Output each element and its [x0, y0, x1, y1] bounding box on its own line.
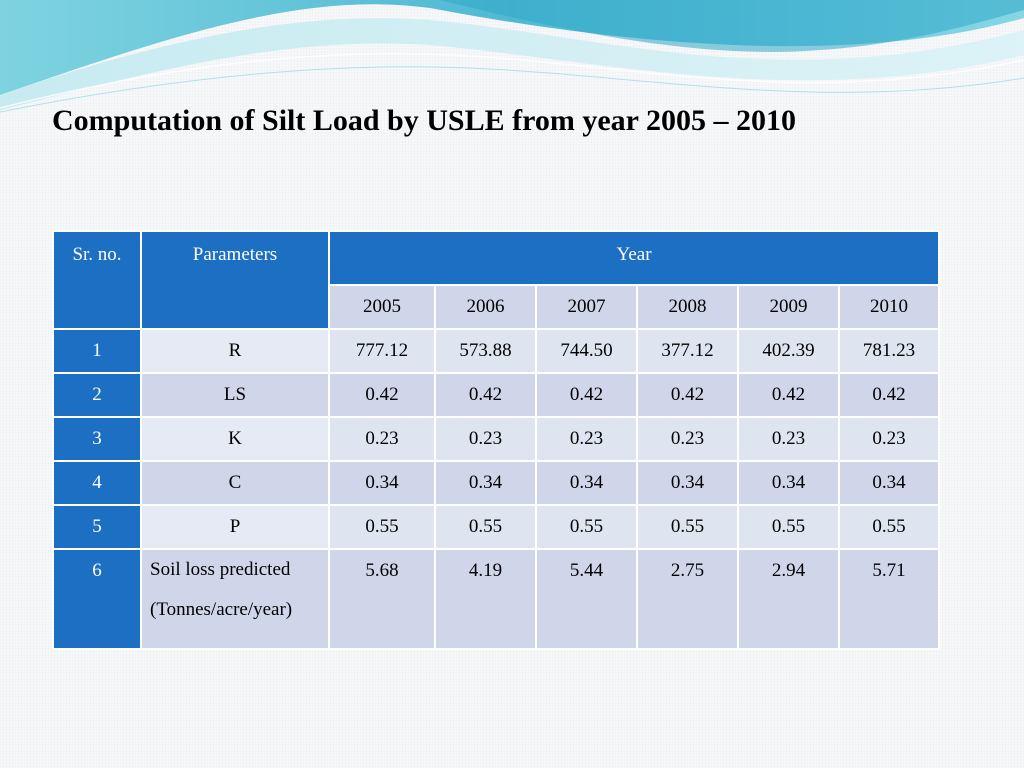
value-cell: 0.42	[737, 372, 840, 418]
value-cell: 377.12	[636, 328, 739, 374]
parameter-line-2: (Tonnes/acre/year)	[150, 599, 293, 620]
value-cell: 0.55	[737, 504, 840, 550]
table-row: 6 Soil loss predicted (Tonnes/acre/year)…	[52, 548, 941, 650]
value-cell: 0.42	[328, 372, 436, 418]
table-header-row: Sr. no. Parameters Year	[52, 230, 941, 330]
value-cell: 4.19	[434, 548, 537, 650]
table-row: 4 C 0.34 0.34 0.34 0.34 0.34 0.34	[52, 460, 941, 506]
parameter-cell: C	[140, 460, 330, 506]
decorative-wave	[0, 0, 1024, 113]
year-header-cell: 2006	[434, 284, 537, 330]
srno-cell: 4	[52, 460, 142, 506]
value-cell: 0.23	[535, 416, 638, 462]
table-row: 2 LS 0.42 0.42 0.42 0.42 0.42 0.42	[52, 372, 941, 418]
table-row: 5 P 0.55 0.55 0.55 0.55 0.55 0.55	[52, 504, 941, 550]
value-cell: 573.88	[434, 328, 537, 374]
value-cell: 0.23	[837, 416, 941, 462]
value-cell: 781.23	[837, 328, 941, 374]
value-cell: 0.23	[434, 416, 537, 462]
value-cell: 402.39	[737, 328, 840, 374]
value-cell: 5.68	[328, 548, 436, 650]
value-cell: 0.55	[328, 504, 436, 550]
value-cell: 0.55	[535, 504, 638, 550]
value-cell: 0.34	[737, 460, 840, 506]
table-row: 1 R 777.12 573.88 744.50 377.12 402.39 7…	[52, 328, 941, 374]
silt-load-table: Sr. no. Parameters Year 2005 2006 2007 2…	[52, 230, 941, 650]
srno-cell: 3	[52, 416, 142, 462]
parameter-line-1: Soil loss predicted	[150, 559, 291, 580]
table-year-row: 2005 2006 2007 2008 2009 2010	[53, 284, 941, 330]
parameter-cell: K	[140, 416, 330, 462]
slide-title: Computation of Silt Load by USLE from ye…	[52, 104, 796, 137]
value-cell: 777.12	[328, 328, 436, 374]
parameter-cell: R	[140, 328, 330, 374]
header-srno: Sr. no.	[52, 230, 142, 330]
srno-cell: 2	[52, 372, 142, 418]
year-header-cell: 2010	[837, 284, 941, 330]
value-cell: 0.23	[328, 416, 436, 462]
value-cell: 0.42	[434, 372, 537, 418]
header-parameters: Parameters	[140, 230, 330, 330]
value-cell: 2.75	[636, 548, 739, 650]
year-header-cell: 2009	[737, 284, 840, 330]
year-header-cell: 2007	[535, 284, 638, 330]
value-cell: 0.23	[737, 416, 840, 462]
parameter-cell: LS	[140, 372, 330, 418]
year-header-cell: 2005	[328, 284, 436, 330]
value-cell: 0.34	[434, 460, 537, 506]
value-cell: 5.71	[837, 548, 941, 650]
value-cell: 0.23	[636, 416, 739, 462]
value-cell: 0.55	[434, 504, 537, 550]
srno-cell: 5	[52, 504, 142, 550]
parameter-cell: P	[140, 504, 330, 550]
value-cell: 0.55	[837, 504, 941, 550]
value-cell: 0.55	[636, 504, 739, 550]
value-cell: 0.42	[636, 372, 739, 418]
value-cell: 0.34	[328, 460, 436, 506]
year-header-cell: 2008	[636, 284, 739, 330]
value-cell: 0.42	[535, 372, 638, 418]
srno-cell: 6	[52, 548, 142, 650]
value-cell: 5.44	[535, 548, 638, 650]
parameter-cell: Soil loss predicted (Tonnes/acre/year)	[140, 548, 330, 650]
header-year: Year	[327, 230, 941, 286]
value-cell: 2.94	[737, 548, 840, 650]
srno-cell: 1	[52, 328, 142, 374]
value-cell: 0.34	[636, 460, 739, 506]
table-row: 3 K 0.23 0.23 0.23 0.23 0.23 0.23	[52, 416, 941, 462]
value-cell: 0.34	[837, 460, 941, 506]
value-cell: 0.34	[535, 460, 638, 506]
value-cell: 744.50	[535, 328, 638, 374]
value-cell: 0.42	[837, 372, 941, 418]
